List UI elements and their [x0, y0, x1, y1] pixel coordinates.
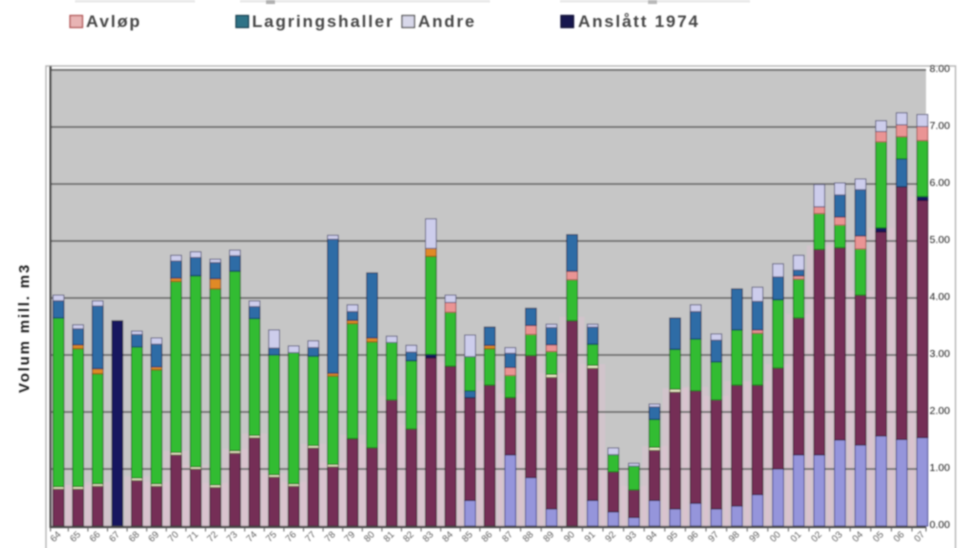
svg-text:1.00: 1.00	[930, 462, 951, 474]
svg-text:3.00: 3.00	[930, 348, 951, 360]
svg-text:5.00: 5.00	[930, 234, 951, 246]
svg-text:0.00: 0.00	[930, 519, 951, 531]
svg-text:Andre: Andre	[418, 12, 476, 31]
svg-text:8.00: 8.00	[930, 63, 951, 75]
svg-text:Lagringshaller: Lagringshaller	[252, 12, 394, 31]
svg-text:Volum mill. m3: Volum mill. m3	[16, 263, 33, 393]
svg-text:7.00: 7.00	[930, 120, 951, 132]
svg-text:2.00: 2.00	[930, 405, 951, 417]
svg-text:Anslått 1974: Anslått 1974	[578, 12, 700, 31]
svg-text:6.00: 6.00	[930, 177, 951, 189]
svg-text:4.00: 4.00	[930, 291, 951, 303]
svg-text:Avløp: Avløp	[86, 12, 142, 31]
